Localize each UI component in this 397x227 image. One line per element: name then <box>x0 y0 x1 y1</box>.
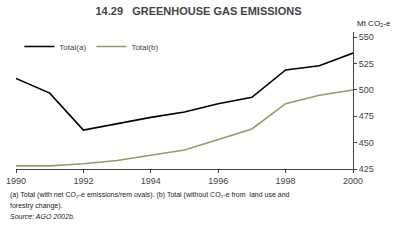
svg-text:500: 500 <box>359 85 374 95</box>
svg-text:1992: 1992 <box>73 176 93 186</box>
svg-text:14.29 GREENHOUSE GAS EMISSIO: 14.29 GREENHOUSE GAS EMISSIONS <box>95 5 301 17</box>
svg-text:1990: 1990 <box>6 176 26 186</box>
svg-text:Total(b): Total(b) <box>131 43 158 52</box>
svg-text:525: 525 <box>359 59 374 69</box>
svg-text:425: 425 <box>359 164 374 174</box>
svg-text:1998: 1998 <box>276 176 296 186</box>
svg-text:550: 550 <box>359 32 374 42</box>
svg-text:475: 475 <box>359 111 374 121</box>
svg-text:forestry change).: forestry change). <box>10 202 63 210</box>
svg-text:Source: AGO 2002b.: Source: AGO 2002b. <box>10 213 75 220</box>
svg-text:2000: 2000 <box>343 176 363 186</box>
svg-text:1994: 1994 <box>141 176 161 186</box>
svg-text:Mt CO₂-e: Mt CO₂-e <box>357 19 391 28</box>
svg-text:Total(a): Total(a) <box>59 43 86 52</box>
svg-text:(a) Total (with net CO₂-e emis: (a) Total (with net CO₂-e emissions/rem … <box>10 191 290 199</box>
svg-text:1996: 1996 <box>208 176 228 186</box>
svg-text:450: 450 <box>359 138 374 148</box>
